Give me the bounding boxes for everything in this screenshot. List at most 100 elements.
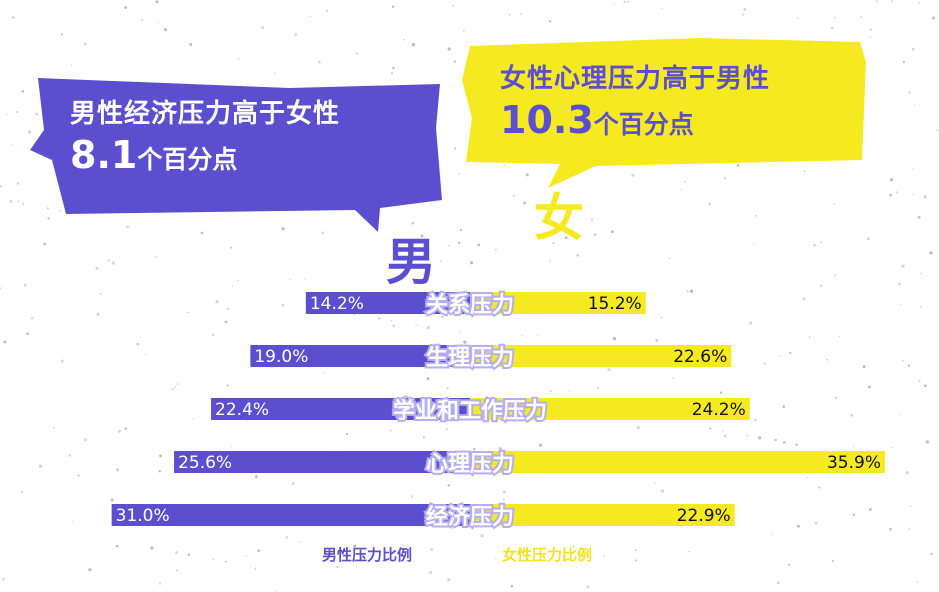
male-callout-text: 男性经济压力高于女性 8.1个百分点 — [70, 99, 341, 178]
speckle-dot — [623, 0, 626, 3]
speckle-dot — [914, 104, 916, 106]
speckle-dot — [157, 21, 160, 23]
speckle-dot — [868, 507, 872, 511]
speckle-dot — [452, 4, 454, 7]
speckle-dot — [898, 282, 902, 286]
speckle-dot — [422, 436, 425, 439]
speckle-dot — [224, 560, 227, 563]
speckle-dot — [12, 16, 15, 19]
speckle-dot — [459, 228, 462, 231]
male-callout-headline: 男性经济压力高于女性 — [70, 99, 341, 129]
speckle-dot — [889, 193, 892, 197]
speckle-dot — [200, 231, 204, 235]
speckle-dot — [508, 13, 511, 16]
speckle-dot — [274, 72, 276, 74]
speckle-dot — [249, 565, 252, 567]
speckle-dot — [212, 558, 215, 561]
speckle-dot — [611, 230, 614, 234]
speckle-dot — [806, 476, 808, 479]
speckle-dot — [660, 7, 663, 10]
male-callout-unit: 个百分点 — [137, 144, 238, 174]
speckle-dot — [908, 91, 911, 94]
speckle-dot — [660, 316, 663, 319]
speckle-dot — [336, 565, 339, 568]
female-symbol: 女 — [534, 189, 584, 247]
speckle-dot — [789, 351, 792, 355]
speckle-dot — [163, 27, 168, 32]
speckle-dot — [111, 261, 116, 265]
speckle-dot — [627, 0, 630, 3]
speckle-dot — [292, 482, 295, 485]
speckle-dot — [603, 555, 605, 557]
speckle-dot — [189, 42, 193, 46]
speckle-dot — [83, 42, 87, 46]
speckle-dot — [797, 524, 800, 528]
speckle-dot — [743, 7, 747, 11]
bar-male — [305, 292, 470, 314]
speckle-dot — [21, 90, 25, 93]
speckle-dot — [77, 474, 80, 477]
speckle-dot — [779, 355, 781, 357]
bar-male — [211, 398, 470, 420]
speckle-dot — [447, 578, 451, 582]
speckle-dot — [655, 339, 658, 342]
speckle-dot — [448, 244, 450, 247]
speckle-dot — [124, 427, 128, 430]
speckle-dot — [458, 173, 460, 175]
speckle-dot — [145, 353, 147, 355]
speckle-dot — [572, 545, 575, 548]
speckle-dot — [925, 440, 929, 444]
bar-female — [470, 292, 646, 314]
speckle-dot — [908, 528, 910, 530]
speckle-dot — [686, 290, 689, 293]
speckle-dot — [830, 26, 834, 30]
speckle-dot — [15, 110, 19, 114]
speckle-dot — [607, 368, 611, 372]
speckle-dot — [155, 0, 159, 4]
speckle-dot — [411, 495, 414, 498]
speckle-dot — [749, 321, 753, 325]
speckle-dot — [818, 486, 821, 489]
speckle-dot — [117, 429, 122, 433]
speckle-dot — [634, 549, 637, 551]
speckle-dot — [402, 544, 405, 546]
speckle-dot — [689, 289, 694, 293]
speckle-dot — [463, 340, 467, 344]
data-label-female: 35.9% — [827, 453, 881, 473]
speckle-dot — [591, 218, 593, 221]
speckle-dot — [936, 129, 939, 132]
speckle-dot — [869, 28, 872, 31]
speckle-dot — [6, 114, 8, 116]
speckle-dot — [232, 285, 234, 287]
speckle-dot — [654, 482, 657, 485]
speckle-dot — [136, 342, 139, 346]
speckle-dot — [321, 231, 324, 235]
speckle-dot — [918, 2, 921, 4]
speckle-dot — [0, 287, 2, 290]
speckle-dot — [99, 292, 102, 295]
speckle-dot — [9, 200, 13, 203]
category-label: 生理压力 — [426, 346, 514, 371]
speckle-dot — [326, 9, 328, 12]
speckle-dot — [215, 299, 219, 304]
speckle-dot — [454, 147, 457, 150]
speckle-dot — [562, 556, 564, 558]
speckle-dot — [457, 241, 461, 244]
speckle-dot — [518, 551, 522, 555]
speckle-dot — [758, 436, 762, 440]
speckle-dot — [115, 544, 119, 548]
speckle-dot — [177, 383, 179, 385]
speckle-dot — [110, 498, 114, 502]
speckle-dot — [635, 559, 638, 562]
speckle-dot — [392, 66, 395, 70]
speckle-dot — [912, 193, 914, 196]
male-callout-figure: 8.1个百分点 — [70, 133, 340, 178]
bar-female — [470, 451, 886, 473]
speckle-dot — [510, 584, 514, 588]
bar-female — [470, 398, 750, 420]
speckle-dot — [834, 274, 837, 277]
speckle-dot — [776, 581, 780, 585]
speckle-dot — [3, 340, 7, 344]
speckle-dot — [53, 426, 55, 429]
data-label-female: 15.2% — [588, 294, 642, 314]
